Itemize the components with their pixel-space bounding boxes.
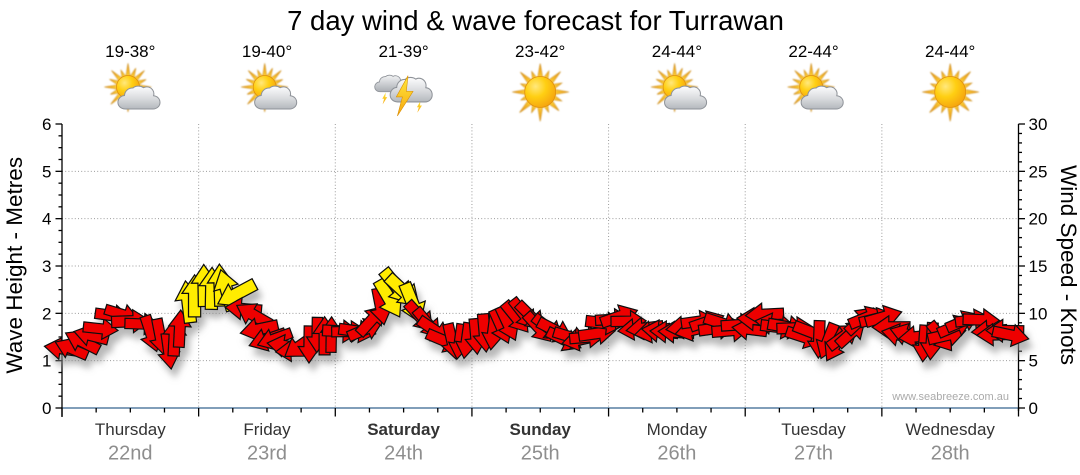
svg-text:Wind Speed - Knots: Wind Speed - Knots — [1056, 165, 1080, 365]
svg-text:Friday: Friday — [243, 420, 291, 439]
svg-text:30: 30 — [1029, 115, 1048, 134]
svg-text:2: 2 — [42, 304, 51, 323]
svg-text:Saturday: Saturday — [367, 420, 440, 439]
svg-text:22-44°: 22-44° — [788, 42, 838, 61]
svg-text:5: 5 — [42, 162, 51, 181]
svg-text:24-44°: 24-44° — [925, 42, 975, 61]
svg-text:6: 6 — [42, 115, 51, 134]
svg-text:Monday: Monday — [647, 420, 708, 439]
svg-text:19-40°: 19-40° — [242, 42, 292, 61]
svg-text:25th: 25th — [521, 443, 560, 465]
svg-text:24-44°: 24-44° — [652, 42, 702, 61]
svg-text:26th: 26th — [657, 443, 696, 465]
svg-text:Wednesday: Wednesday — [905, 420, 995, 439]
svg-text:27th: 27th — [794, 443, 833, 465]
svg-text:Wave Height - Metres: Wave Height - Metres — [2, 157, 27, 374]
svg-text:4: 4 — [42, 210, 51, 229]
svg-text:0: 0 — [42, 399, 51, 418]
svg-text:19-38°: 19-38° — [105, 42, 155, 61]
svg-text:21-39°: 21-39° — [378, 42, 428, 61]
svg-text:20: 20 — [1029, 210, 1048, 229]
svg-text:22nd: 22nd — [108, 443, 153, 465]
svg-text:7 day wind & wave forecast for: 7 day wind & wave forecast for Turrawan — [287, 5, 784, 36]
svg-text:1: 1 — [42, 352, 51, 371]
svg-text:15: 15 — [1029, 257, 1048, 276]
svg-text:28th: 28th — [931, 443, 970, 465]
svg-text:Sunday: Sunday — [509, 420, 571, 439]
svg-text:10: 10 — [1029, 304, 1048, 323]
svg-text:25: 25 — [1029, 162, 1048, 181]
svg-text:3: 3 — [42, 257, 51, 276]
svg-text:24th: 24th — [384, 443, 423, 465]
svg-text:Thursday: Thursday — [95, 420, 166, 439]
svg-text:0: 0 — [1029, 399, 1038, 418]
svg-text:23rd: 23rd — [247, 443, 287, 465]
svg-text:23-42°: 23-42° — [515, 42, 565, 61]
svg-text:www.seabreeze.com.au: www.seabreeze.com.au — [891, 391, 1009, 403]
svg-text:5: 5 — [1029, 352, 1038, 371]
svg-text:Tuesday: Tuesday — [781, 420, 846, 439]
